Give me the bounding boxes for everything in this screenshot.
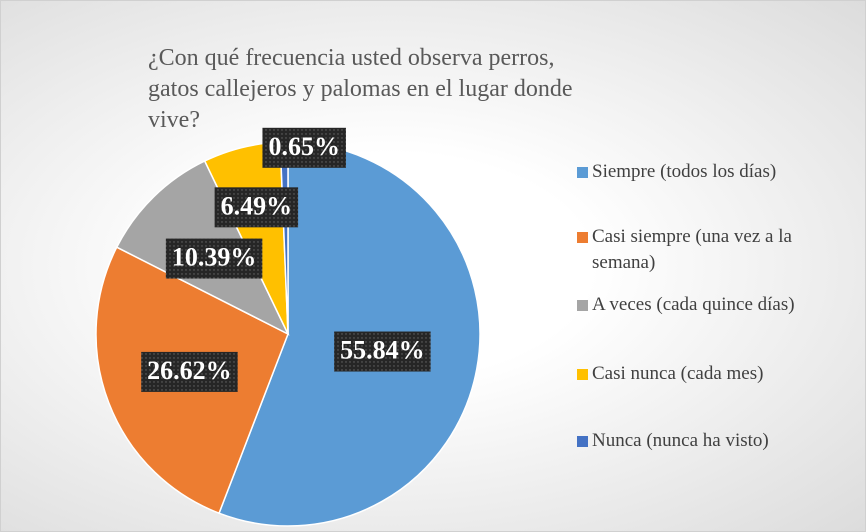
legend-item: Casi siempre (una vez a la semana) <box>577 224 847 276</box>
data-label: 0.65% <box>262 127 346 168</box>
data-label-text: 6.49% <box>221 191 293 220</box>
legend-item: Nunca (nunca ha visto) <box>577 428 847 454</box>
legend-swatch <box>577 436 588 447</box>
data-label-box <box>165 238 263 279</box>
data-label-text: 0.65% <box>268 132 340 161</box>
legend-label: Nunca (nunca ha visto) <box>592 430 769 451</box>
legend-swatch <box>577 300 588 311</box>
data-label-box <box>262 127 346 168</box>
data-label-box <box>334 331 431 372</box>
legend-item: Siempre (todos los días) <box>577 159 847 185</box>
data-label: 10.39% <box>165 238 263 279</box>
legend-label: Casi nunca (cada mes) <box>592 363 764 384</box>
legend-label: Siempre (todos los días) <box>592 161 777 182</box>
legend-swatch <box>577 167 588 178</box>
data-label-text: 26.62% <box>147 356 232 385</box>
data-label-box <box>214 187 299 228</box>
data-label-box <box>141 351 238 392</box>
legend-item: Casi nunca (cada mes) <box>577 361 847 387</box>
legend-item: A veces (cada quince días) <box>577 292 847 318</box>
data-label: 6.49% <box>214 187 299 228</box>
legend-label: A veces (cada quince días) <box>592 294 795 315</box>
chart-title: ¿Con qué frecuencia usted observa perros… <box>148 45 573 133</box>
data-label-text: 10.39% <box>172 243 257 272</box>
data-label: 26.62% <box>141 351 238 392</box>
legend-swatch <box>577 369 588 380</box>
data-label-text: 55.84% <box>340 335 425 364</box>
legend-label: Casi siempre (una vez a la semana) <box>592 226 792 273</box>
legend-swatch <box>577 232 588 243</box>
data-label: 55.84% <box>334 331 431 372</box>
